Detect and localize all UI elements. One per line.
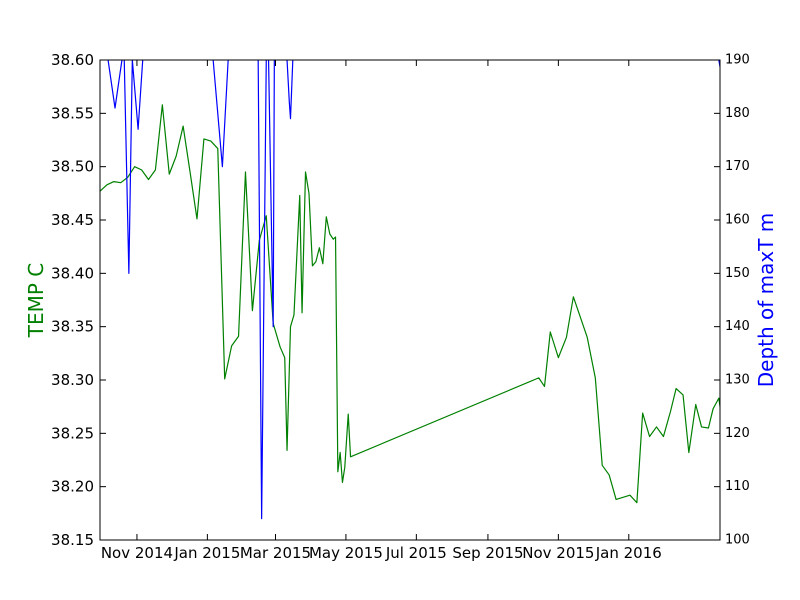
x-tick-label: Mar 2015 bbox=[240, 544, 311, 562]
plot-area bbox=[100, 60, 720, 520]
right-y-tick-label: 140 bbox=[725, 319, 750, 334]
left-y-tick-label: 38.25 bbox=[51, 424, 94, 442]
left-y-tick-label: 38.35 bbox=[51, 318, 94, 336]
right-y-tick-label: 120 bbox=[725, 426, 750, 441]
left-y-tick-label: 38.40 bbox=[51, 264, 94, 282]
right-y-tick-label: 130 bbox=[725, 373, 750, 388]
left-y-tick-label: 38.55 bbox=[51, 104, 94, 122]
temp-series-line bbox=[100, 104, 720, 504]
x-tick-label: Jul 2015 bbox=[385, 544, 447, 562]
right-y-axis-label: Depth of maxT m bbox=[754, 213, 778, 388]
x-tick-label: Nov 2015 bbox=[522, 544, 594, 562]
right-y-tick-label: 190 bbox=[725, 53, 750, 68]
right-y-tick-label: 100 bbox=[725, 533, 750, 548]
x-tick-label: Nov 2014 bbox=[101, 544, 173, 562]
left-y-axis-label: TEMP C bbox=[24, 263, 48, 339]
x-tick-label: Jan 2015 bbox=[173, 544, 240, 562]
right-y-tick-label: 160 bbox=[725, 213, 750, 228]
right-y-tick-label: 110 bbox=[725, 479, 750, 494]
right-y-tick-label: 180 bbox=[725, 106, 750, 121]
left-y-tick-label: 38.15 bbox=[51, 531, 94, 549]
left-y-tick-label: 38.60 bbox=[51, 51, 94, 69]
left-y-tick-label: 38.30 bbox=[51, 371, 94, 389]
x-tick-label: May 2015 bbox=[309, 544, 383, 562]
plot-frame bbox=[99, 59, 721, 541]
right-y-axis: 100 110 120 130 140 150 160 170 180 190 bbox=[714, 53, 750, 548]
left-y-axis: 38.15 38.20 38.25 38.30 38.35 38.40 38.45 38.50… bbox=[51, 51, 106, 549]
x-tick-label: Jan 2016 bbox=[595, 544, 662, 562]
left-y-tick-label: 38.50 bbox=[51, 158, 94, 176]
right-y-tick-label: 150 bbox=[725, 266, 750, 281]
left-y-tick-label: 38.20 bbox=[51, 478, 94, 496]
left-y-tick-label: 38.45 bbox=[51, 211, 94, 229]
depth-series-line bbox=[107, 60, 720, 520]
x-tick-label: Sep 2015 bbox=[452, 544, 523, 562]
right-y-tick-label: 170 bbox=[725, 159, 750, 174]
